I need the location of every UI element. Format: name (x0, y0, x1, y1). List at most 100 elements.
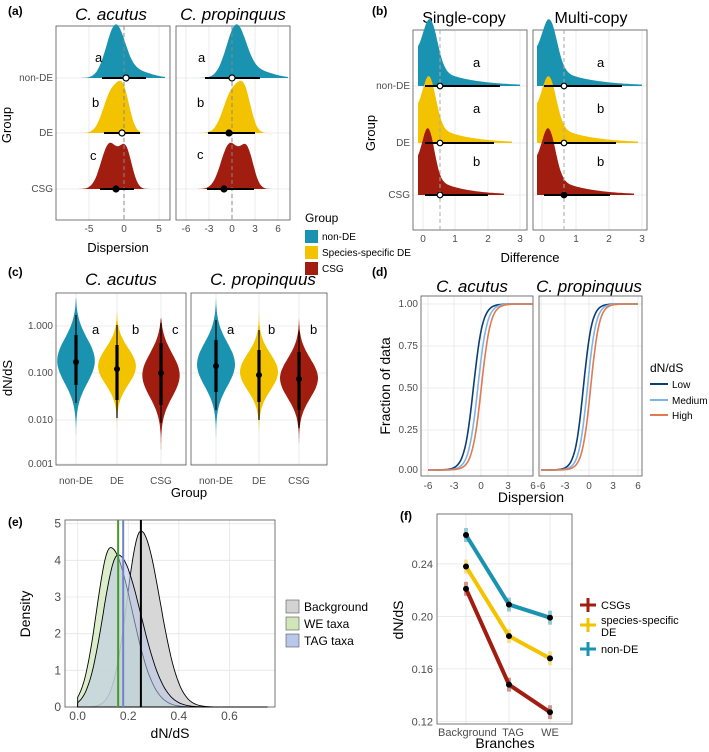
data-point (463, 563, 469, 570)
panel-d: (d) C. acutus C. propinquus 0.00 0.25 0.50… (372, 265, 708, 505)
y-tick-label: 0.24 (412, 559, 433, 571)
legend-label: High (672, 411, 693, 422)
x-tick-label: -6 (182, 224, 191, 235)
data-point (506, 633, 512, 640)
sig-letter: a (198, 50, 206, 65)
sig-letter: b (597, 154, 604, 169)
y-axis-title: dN/dS (390, 601, 406, 640)
legend-swatch (285, 599, 300, 614)
density-tag (77, 554, 268, 708)
data-point (547, 655, 553, 662)
x-tick-label: CSG (150, 476, 172, 487)
x-tick-label: 6 (275, 224, 281, 235)
median-point (560, 82, 568, 90)
plot-frame (436, 513, 573, 725)
ridge-density (537, 76, 638, 143)
data-point (463, 532, 469, 538)
x-axis-title: Difference (500, 250, 559, 265)
x-tick-label: 3 (639, 234, 645, 245)
facet-title: Single-copy (422, 10, 506, 27)
y-axis-title: dN/dS (0, 360, 15, 396)
median-point (228, 74, 236, 82)
median-point (436, 82, 444, 90)
x-axis-title: Dispersion (87, 240, 148, 255)
x-tick-label: -5 (85, 224, 94, 235)
ridge-density (62, 142, 165, 189)
ridges (62, 24, 165, 220)
cdf-line-medium (428, 303, 533, 471)
sig-letter: b (132, 322, 139, 337)
facet-frame (420, 295, 534, 477)
x-axis-title: Group (171, 485, 207, 500)
sig-letter: b (597, 101, 604, 116)
legend-label-line: species-specific (601, 615, 679, 627)
legend-label-line: DE (601, 627, 616, 639)
ridges (537, 19, 642, 230)
median-point (436, 191, 444, 199)
sig-letter: b (310, 322, 317, 337)
x-tick-label: -3 (561, 481, 570, 492)
y-tick-label: 0.50 (399, 383, 419, 394)
data-point (506, 681, 512, 688)
sig-letter: b (268, 322, 275, 337)
y-tick-label: non-DE (19, 73, 53, 84)
median-point (560, 191, 568, 199)
y-tick-label: 1.000 (28, 321, 53, 332)
x-tick-label: 5 (156, 224, 162, 235)
median-point (213, 363, 219, 369)
facet-frame (175, 25, 291, 221)
legend-swatch (285, 616, 300, 631)
x-tick-label: non-DE (199, 476, 233, 487)
data-point (463, 585, 469, 592)
facet-frame (412, 29, 528, 231)
panel-c: (c) C. acutus C. propinquus 1.000 0.100 … (0, 265, 328, 500)
y-tick-label: CSG (388, 190, 410, 201)
legend-label: species-specific DE (601, 615, 679, 639)
y-tick-label: 0.75 (399, 341, 419, 352)
x-tick-label: 0 (420, 234, 426, 245)
data-point (506, 601, 512, 608)
ridges (180, 24, 288, 220)
legend-label: CSG (322, 264, 344, 275)
legend-label: Background (304, 600, 368, 614)
x-tick-label: 0 (586, 481, 592, 492)
sig-letter: a (597, 55, 605, 70)
x-tick-label: DE (110, 476, 124, 487)
axis-ticks: 0.0 0.2 0.4 0.6 0 1 2 3 4 5 (54, 517, 238, 723)
y-tick-label: 4 (54, 553, 61, 567)
x-tick-label: non-DE (59, 476, 93, 487)
legend-label: CSGs (601, 600, 631, 612)
ridge-density (537, 128, 634, 195)
cdf-line-low (541, 303, 638, 471)
legend-label: Species-specific DE (322, 248, 411, 259)
ridge-density (180, 24, 288, 78)
sig-letter: a (473, 55, 481, 70)
ridge-density (62, 24, 165, 78)
facet-frame (55, 292, 187, 466)
y-tick-label: 0.010 (28, 415, 53, 426)
x-axis-title: Dispersion (498, 489, 564, 505)
y-tick-label: CSG (31, 184, 53, 195)
legend-label: Low (672, 380, 691, 391)
facet-title: C. propinquus (180, 5, 286, 24)
sig-letter: c (172, 322, 179, 337)
ridge-density (418, 19, 520, 87)
median-point (73, 359, 79, 365)
y-ticks: 0.00 0.25 0.50 0.75 1.00 (399, 299, 419, 476)
panel-a: (a) C. acutus C. propinquus non-DE DE CS… (0, 4, 291, 255)
x-tick-label: 0.2 (120, 709, 137, 723)
median-point (436, 139, 444, 147)
y-axis-title: Density (17, 591, 33, 638)
y-tick-label: 5 (54, 517, 61, 531)
y-tick-label: 1.00 (399, 299, 419, 310)
panel-b: (b) Single-copy Multi-copy non-DE DE CSG… (363, 4, 648, 265)
x-tick-label: 0.0 (69, 709, 86, 723)
x-tick-label: 2 (485, 234, 491, 245)
cdf-curves (428, 303, 638, 471)
x-tick-label: CSG (288, 476, 310, 487)
y-tick-label: 0.100 (28, 368, 53, 379)
sig-letter: b (473, 154, 480, 169)
facet-title: Multi-copy (555, 10, 628, 27)
cdf-line-high (541, 303, 638, 471)
